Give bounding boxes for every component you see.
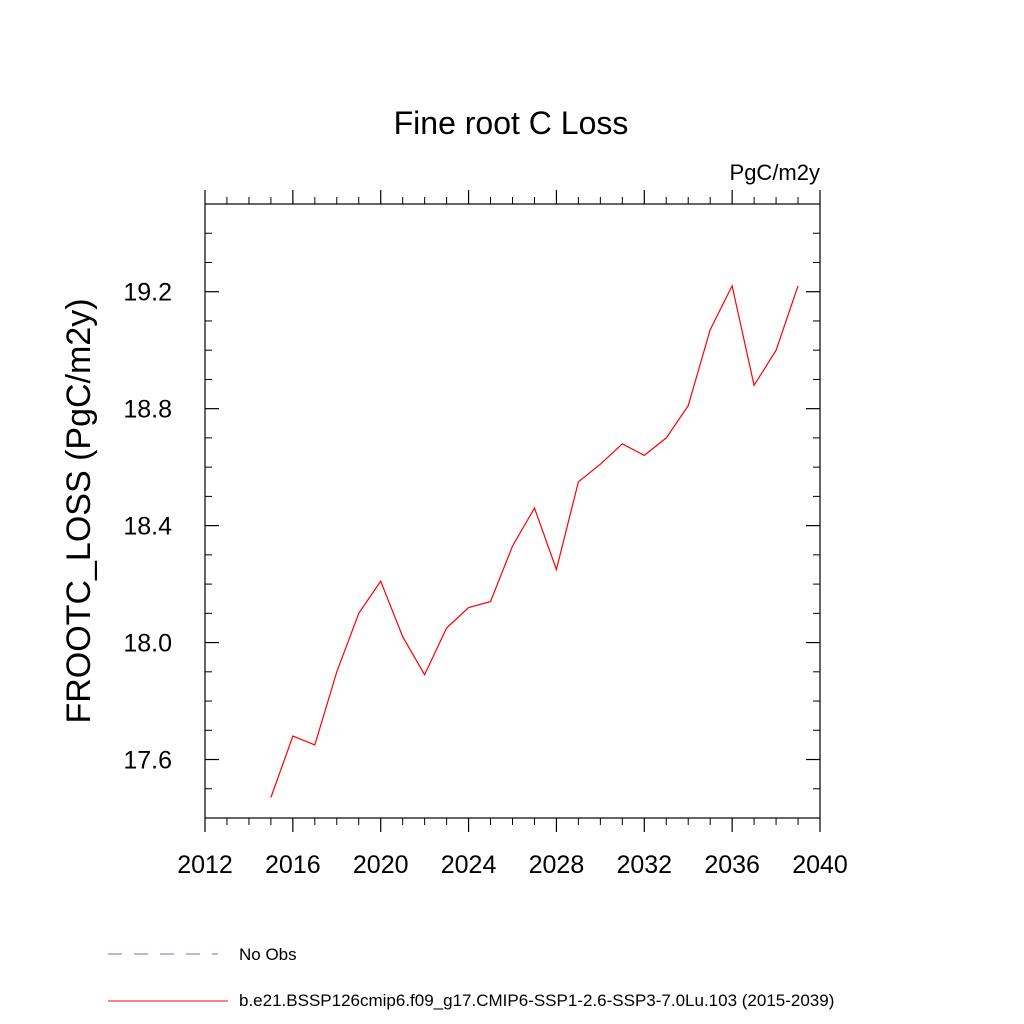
x-tick-label: 2032 [616, 851, 672, 879]
x-tick-label: 2036 [704, 851, 760, 879]
legend-label-no-obs: No Obs [239, 945, 297, 964]
series-line [270, 284, 799, 798]
series-layer [270, 284, 799, 798]
y-tick-label: 18.4 [123, 513, 172, 541]
y-tick-label: 18.8 [123, 396, 172, 424]
x-tick-label: 2040 [792, 851, 848, 879]
units-label: PgC/m2y [730, 160, 820, 185]
x-tick-label: 2016 [265, 851, 321, 879]
y-tick-label: 17.6 [123, 747, 172, 775]
x-tick-label: 2028 [529, 851, 585, 879]
y-tick-label: 19.2 [123, 279, 172, 307]
axis-tick-labels: 2012 2016 2020 2024 2028 2032 2036 2040 17.6 18.0… [123, 279, 847, 879]
legend-label-model-run: b.e21.BSSP126cmip6.f09_g17.CMIP6-SSP1-2.… [239, 991, 834, 1010]
axis-ticks [204, 190, 821, 832]
y-axis-label: FROOTC_LOSS (PgC/m2y) [60, 298, 98, 723]
legend: No Obs b.e21.BSSP126cmip6.f09_g17.CMIP6-… [108, 945, 834, 1010]
x-tick-label: 2012 [177, 851, 233, 879]
x-tick-label: 2020 [353, 851, 409, 879]
chart-title: Fine root C Loss [394, 105, 629, 141]
x-tick-label: 2024 [441, 851, 497, 879]
y-tick-label: 18.0 [123, 630, 172, 658]
